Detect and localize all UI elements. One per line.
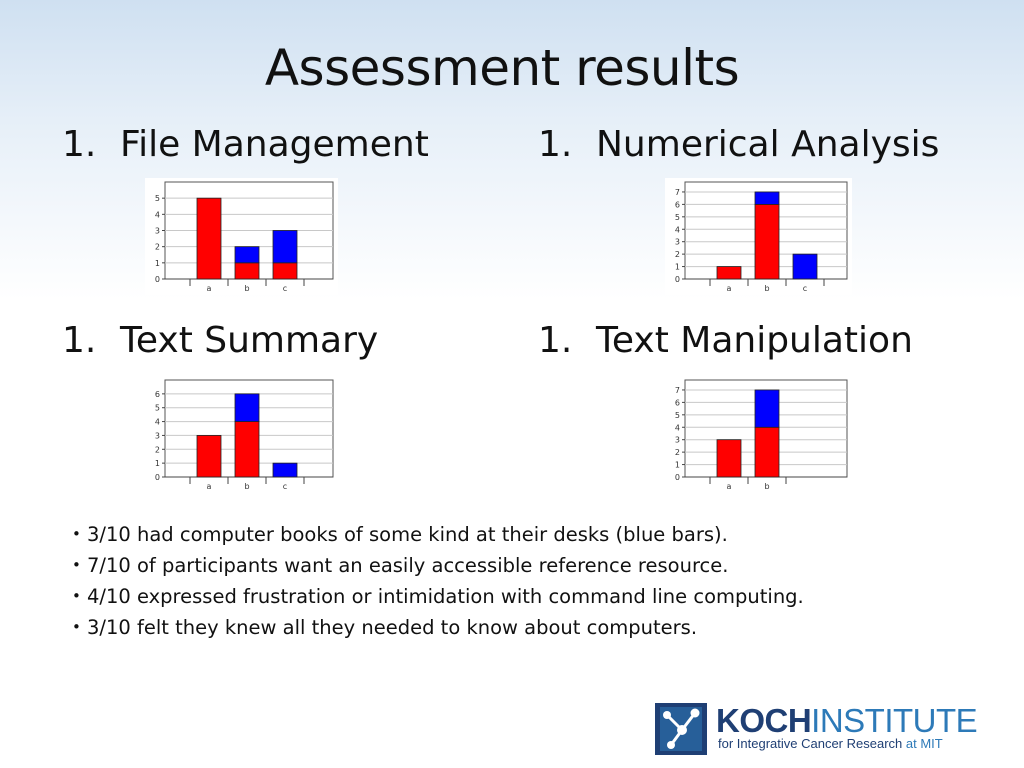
heading-label: Text Summary (120, 320, 379, 361)
bar-segment (754, 426, 780, 478)
bar-segment (234, 393, 260, 422)
y-tick-label: 0 (675, 275, 680, 284)
finding-text: 7/10 of participants want an easily acce… (87, 554, 729, 577)
finding-item: • 7/10 of participants want an easily acc… (72, 550, 972, 581)
heading-number: 1. (62, 124, 97, 165)
bullet-icon: • (72, 556, 81, 574)
bar-segment (196, 197, 222, 280)
y-tick-label: 4 (155, 210, 160, 219)
x-tick-label: a (727, 284, 732, 293)
chart-numerical-analysis: 0 1 2 3 4 5 6 7 a b c (665, 178, 852, 295)
bar-segment (234, 421, 260, 478)
chart-text-manipulation-svg: 0 1 2 3 4 5 6 7 a b (665, 376, 852, 493)
y-tick-label: 6 (155, 390, 160, 399)
x-tick-label: b (244, 284, 249, 293)
x-tick-label: b (764, 284, 769, 293)
y-tick-label: 3 (155, 431, 160, 440)
y-tick-label: 3 (675, 238, 680, 247)
y-tick-label: 6 (675, 200, 680, 209)
bar-segment (272, 462, 298, 478)
bullet-icon: • (72, 618, 81, 636)
slide-title: Assessment results (264, 39, 740, 97)
finding-text: 3/10 felt they knew all they needed to k… (87, 616, 698, 639)
logo-tagline-at: at MIT (905, 736, 943, 751)
y-tick-label: 1 (675, 263, 680, 272)
bar-segment (272, 262, 298, 280)
heading-number: 1. (538, 124, 573, 165)
bullet-icon: • (72, 525, 81, 543)
bar-segment (754, 191, 780, 205)
bar-segment (754, 203, 780, 280)
bar-segment (234, 246, 260, 264)
finding-text: 4/10 expressed frustration or intimidati… (87, 585, 804, 608)
y-tick-label: 0 (675, 473, 680, 482)
y-tick-label: 5 (675, 411, 680, 420)
bar-segment (234, 262, 260, 280)
logo-tagline-text: for Integrative Cancer Research (718, 736, 903, 751)
y-tick-label: 5 (675, 213, 680, 222)
bar-segment (716, 266, 742, 280)
findings-list: • 3/10 had computer books of some kind at… (72, 519, 972, 643)
finding-item: • 3/10 felt they knew all they needed to … (72, 612, 972, 643)
y-tick-label: 0 (155, 275, 160, 284)
y-tick-label: 2 (155, 445, 160, 454)
finding-text: 3/10 had computer books of some kind at … (87, 523, 728, 546)
logo-name-light: INSTITUTE (811, 702, 978, 739)
y-tick-label: 4 (155, 418, 160, 427)
logo-wordmark: KOCHINSTITUTE (716, 702, 978, 739)
bar-segment (196, 435, 222, 478)
y-tick-label: 1 (155, 259, 160, 268)
finding-item: • 3/10 had computer books of some kind at… (72, 519, 972, 550)
bullet-icon: • (72, 587, 81, 605)
chart-numerical-analysis-svg: 0 1 2 3 4 5 6 7 a b c (665, 178, 852, 295)
bar-segment (272, 230, 298, 264)
chart-file-management: 0 1 2 3 4 5 a b c (145, 178, 338, 295)
heading-file-management: 1. File Management (62, 123, 429, 167)
x-tick-label: a (727, 482, 732, 491)
logo-name-bold: KOCH (716, 702, 812, 739)
x-tick-label: c (283, 482, 287, 491)
heading-numerical-analysis: 1. Numerical Analysis (538, 123, 939, 167)
y-tick-label: 5 (155, 194, 160, 203)
y-tick-label: 1 (155, 459, 160, 468)
x-tick-label: c (803, 284, 807, 293)
chart-file-management-svg: 0 1 2 3 4 5 a b c (145, 178, 338, 295)
y-tick-label: 1 (675, 461, 680, 470)
y-tick-label: 7 (675, 188, 680, 197)
heading-text-manipulation: 1. Text Manipulation (538, 319, 913, 363)
molecule-logo-icon (655, 703, 707, 755)
heading-text-summary: 1. Text Summary (62, 319, 378, 363)
y-tick-label: 4 (675, 225, 680, 234)
logo-tagline: for Integrative Cancer Research at MIT (718, 736, 943, 752)
heading-number: 1. (538, 320, 573, 361)
finding-item: • 4/10 expressed frustration or intimidat… (72, 581, 972, 612)
x-tick-label: a (207, 482, 212, 491)
chart-text-summary-svg: 0 1 2 3 4 5 6 a b c (145, 376, 338, 493)
y-tick-label: 4 (675, 423, 680, 432)
y-tick-label: 7 (675, 386, 680, 395)
heading-label: Numerical Analysis (596, 124, 940, 165)
y-tick-label: 2 (675, 448, 680, 457)
x-tick-label: b (244, 482, 249, 491)
y-tick-label: 2 (155, 243, 160, 252)
bar-segment (716, 439, 742, 478)
heading-label: File Management (120, 124, 429, 165)
x-tick-label: b (764, 482, 769, 491)
koch-institute-logo: KOCHINSTITUTE for Integrative Cancer Res… (653, 703, 1019, 755)
x-tick-label: c (283, 284, 287, 293)
chart-text-manipulation: 0 1 2 3 4 5 6 7 a b (665, 376, 852, 493)
y-tick-label: 5 (155, 404, 160, 413)
heading-number: 1. (62, 320, 97, 361)
y-tick-label: 3 (675, 436, 680, 445)
bar-segment (754, 389, 780, 428)
y-tick-label: 6 (675, 398, 680, 407)
y-tick-label: 2 (675, 250, 680, 259)
x-tick-label: a (207, 284, 212, 293)
bar-segment (792, 253, 818, 280)
heading-label: Text Manipulation (596, 320, 913, 361)
y-tick-label: 0 (155, 473, 160, 482)
chart-text-summary: 0 1 2 3 4 5 6 a b c (145, 376, 338, 493)
y-tick-label: 3 (155, 227, 160, 236)
